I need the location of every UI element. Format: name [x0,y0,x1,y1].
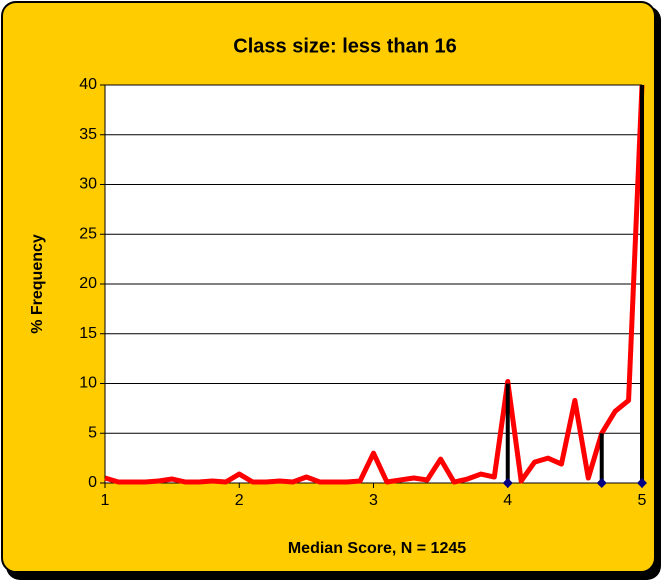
x-tick-label: 4 [503,492,512,509]
x-tick-label: 1 [101,492,110,509]
stem-marker [596,478,607,488]
x-tick-label: 3 [369,492,378,509]
x-tick-label: 2 [235,492,244,509]
series-line [104,84,645,485]
y-tick-label: 10 [79,375,97,392]
stem-marker [502,478,513,488]
y-tick-label: 25 [79,225,97,242]
y-tick-label: 30 [79,176,97,193]
y-tick-label: 0 [88,474,97,491]
y-tick-label: 35 [79,126,97,143]
y-tick-label: 15 [79,325,97,342]
y-tick-label: 20 [79,275,97,292]
y-tick-label: 5 [88,424,97,441]
y-tick-label: 40 [79,76,97,93]
stem-marker [637,478,647,488]
y-axis-label: % Frequency [29,234,46,334]
x-tick-label: 5 [638,492,647,509]
chart-title: Class size: less than 16 [233,35,456,57]
x-axis-label: Median Score, N = 1245 [288,540,466,557]
